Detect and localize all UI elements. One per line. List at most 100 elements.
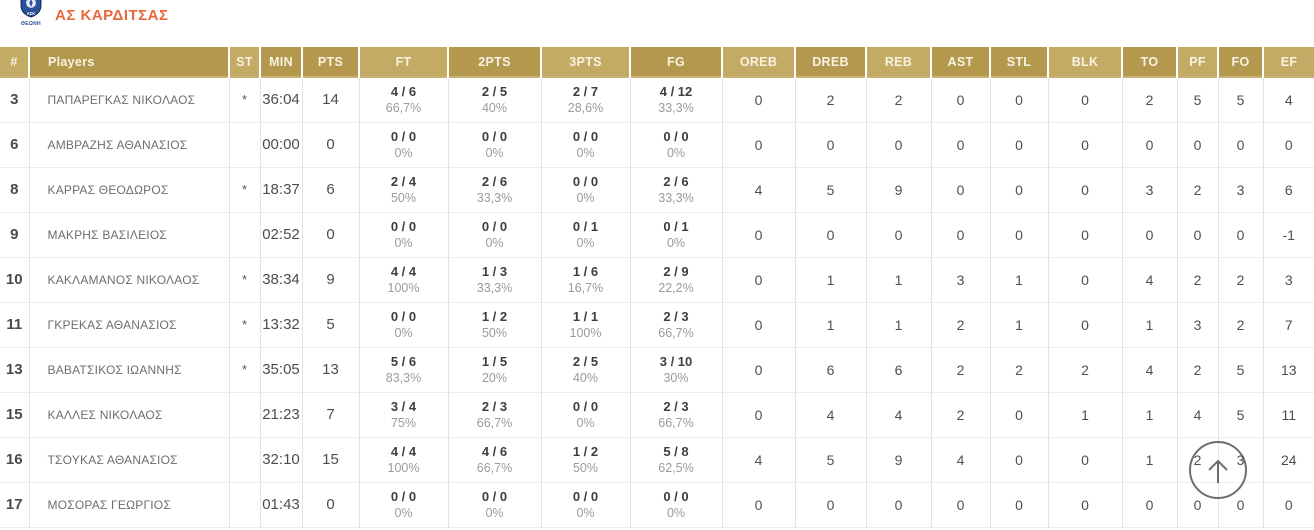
cell-reb: 1 <box>865 302 931 348</box>
cell-stl: 0 <box>989 76 1048 123</box>
ft-percent: 100% <box>387 281 420 295</box>
cell-pts: 6 <box>301 167 359 213</box>
p3-percent: 50% <box>572 461 599 475</box>
cell-name: ΚΑΚΛΑΜΑΝΟΣ ΝΙΚΟΛΑΟΣ <box>28 257 229 303</box>
cell-dreb: 1 <box>794 257 866 303</box>
p3-percent: 0% <box>576 191 595 205</box>
cell-p3: 0 / 1 0% <box>540 212 630 258</box>
cell-to: 1 <box>1121 302 1177 348</box>
cell-ft: 0 / 0 0% <box>358 122 448 168</box>
cell-ef: 11 <box>1262 392 1314 438</box>
p2-made: 1 / 2 <box>481 309 508 324</box>
p2-percent: 0% <box>485 506 504 520</box>
cell-reb: 0 <box>865 482 931 528</box>
cell-fg: 4 / 12 33,3% <box>629 76 722 123</box>
cell-to: 0 <box>1121 122 1177 168</box>
p3-made: 0 / 0 <box>572 174 599 189</box>
ft-percent: 0% <box>394 146 413 160</box>
cell-stl: 0 <box>989 437 1048 483</box>
cell-to: 4 <box>1121 257 1177 303</box>
fg-made: 2 / 6 <box>663 174 689 189</box>
cell-to: 0 <box>1121 482 1177 528</box>
cell-p3: 1 / 1 100% <box>540 302 630 348</box>
ft-percent: 0% <box>394 506 413 520</box>
cell-ef: 24 <box>1262 437 1314 483</box>
fg-percent: 22,2% <box>658 281 694 295</box>
cell-stl: 0 <box>989 167 1048 213</box>
p2-percent: 0% <box>485 146 504 160</box>
cell-min: 13:32 <box>259 302 302 348</box>
p2-percent: 33,3% <box>476 191 513 205</box>
cell-min: 18:37 <box>259 167 302 213</box>
cell-dreb: 0 <box>794 122 866 168</box>
cell-oreb: 0 <box>721 302 795 348</box>
fg-percent: 62,5% <box>658 461 694 475</box>
fg-made: 3 / 10 <box>659 354 693 369</box>
arrow-up-icon <box>1208 459 1228 483</box>
cell-ef: 13 <box>1262 347 1314 393</box>
column-header-p3: 3PTS <box>540 47 630 77</box>
cell-blk: 0 <box>1047 122 1122 168</box>
cell-st <box>228 482 260 528</box>
p2-made: 2 / 3 <box>481 399 508 414</box>
cell-pts: 15 <box>301 437 359 483</box>
fg-made: 2 / 9 <box>663 264 689 279</box>
cell-ast: 2 <box>930 302 990 348</box>
column-header-stl: STL <box>989 47 1048 77</box>
player-row: 3 ΠΑΠΑΡΕΓΚΑΣ ΝΙΚΟΛΑΟΣ * 36:04 14 4 / 6 66,7% 2 … <box>0 76 1314 123</box>
cell-stl: 0 <box>989 482 1048 528</box>
scroll-to-top-button[interactable] <box>1189 441 1247 499</box>
cell-stl: 0 <box>989 212 1048 258</box>
p3-percent: 100% <box>569 326 602 340</box>
p2-made: 0 / 0 <box>481 219 508 234</box>
cell-pts: 13 <box>301 347 359 393</box>
cell-p3: 0 / 0 0% <box>540 122 630 168</box>
cell-ef: 0 <box>1262 122 1314 168</box>
cell-ast: 3 <box>930 257 990 303</box>
p3-percent: 40% <box>572 371 599 385</box>
cell-st: * <box>228 167 260 213</box>
p2-made: 0 / 0 <box>481 129 508 144</box>
cell-pts: 0 <box>301 122 359 168</box>
player-row: 10 ΚΑΚΛΑΜΑΝΟΣ ΝΙΚΟΛΑΟΣ * 38:34 9 4 / 4 100% 1 /… <box>0 257 1314 303</box>
p3-made: 1 / 6 <box>572 264 599 279</box>
cell-pf: 0 <box>1176 212 1218 258</box>
ft-percent: 100% <box>387 461 420 475</box>
cell-ast: 0 <box>930 212 990 258</box>
cell-st <box>228 212 260 258</box>
cell-st <box>228 437 260 483</box>
cell-reb: 4 <box>865 392 931 438</box>
column-header-reb: REB <box>865 47 931 77</box>
cell-num: 17 <box>0 482 29 528</box>
cell-p2: 0 / 0 0% <box>447 212 541 258</box>
player-row: 17 ΜΟΣΟΡΑΣ ΓΕΩΡΓΙΟΣ 01:43 0 0 / 0 0% 0 / 0 0% 0 … <box>0 482 1314 528</box>
ft-made: 4 / 6 <box>390 84 417 100</box>
cell-dreb: 5 <box>794 167 866 213</box>
p2-percent: 33,3% <box>476 281 513 295</box>
cell-dreb: 4 <box>794 392 866 438</box>
player-row: 15 ΚΑΛΛΕΣ ΝΙΚΟΛΑΟΣ 21:23 7 3 / 4 75% 2 / 3 66,7… <box>0 392 1314 438</box>
p3-percent: 0% <box>576 506 595 520</box>
p3-made: 2 / 5 <box>572 354 599 369</box>
cell-oreb: 4 <box>721 167 795 213</box>
cell-dreb: 6 <box>794 347 866 393</box>
cell-stl: 2 <box>989 347 1048 393</box>
club-crest-icon: ΑΣΚ <box>20 0 42 18</box>
cell-name: ΜΑΚΡΗΣ ΒΑΣΙΛΕΙΟΣ <box>28 212 229 258</box>
cell-blk: 2 <box>1047 347 1122 393</box>
cell-num: 16 <box>0 437 29 483</box>
cell-ft: 0 / 0 0% <box>358 482 448 528</box>
cell-pf: 4 <box>1176 392 1218 438</box>
cell-to: 1 <box>1121 437 1177 483</box>
cell-fg: 0 / 1 0% <box>629 212 722 258</box>
cell-p3: 0 / 0 0% <box>540 392 630 438</box>
cell-dreb: 5 <box>794 437 866 483</box>
cell-pts: 0 <box>301 212 359 258</box>
p3-percent: 0% <box>576 146 595 160</box>
cell-p3: 2 / 5 40% <box>540 347 630 393</box>
cell-p3: 2 / 7 28,6% <box>540 76 630 123</box>
column-header-oreb: OREB <box>721 47 795 77</box>
cell-min: 02:52 <box>259 212 302 258</box>
ft-percent: 66,7% <box>385 101 422 116</box>
cell-blk: 1 <box>1047 392 1122 438</box>
